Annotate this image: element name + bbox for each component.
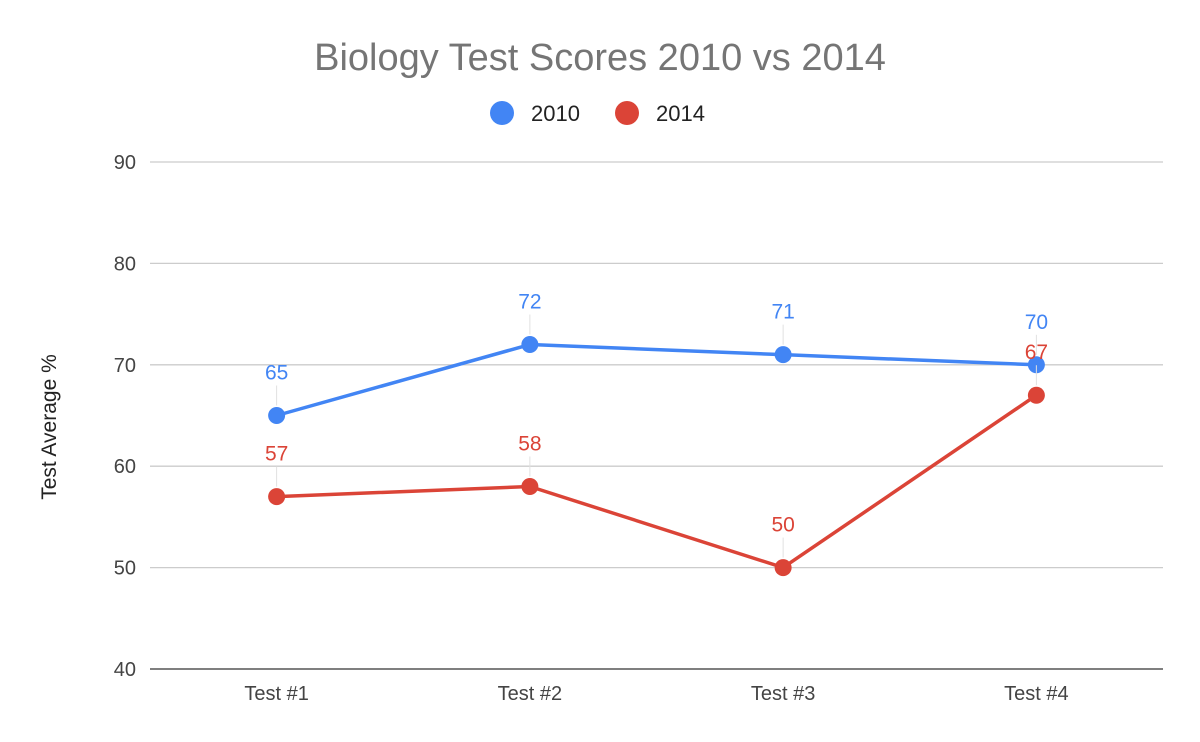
data-label-2014: 67: [1025, 341, 1048, 364]
y-tick-label: 40: [114, 659, 136, 681]
data-point-2010[interactable]: [1027, 356, 1045, 374]
data-label-2010: 71: [771, 301, 794, 324]
y-tick-label: 90: [114, 152, 136, 174]
chart-title: Biology Test Scores 2010 vs 2014: [314, 37, 886, 79]
series-line-2010: [274, 342, 1039, 418]
data-label-2014: 50: [771, 514, 794, 537]
legend-label-2014: 2014: [656, 101, 705, 126]
data-point-2014[interactable]: [521, 477, 539, 495]
x-axis-ticks: Test #1 Test #2 Test #3 Test #4: [244, 683, 1068, 705]
legend: 2010 2014: [490, 101, 705, 126]
y-axis-label: Test Average %: [38, 354, 61, 500]
legend-item-2014[interactable]: 2014: [615, 101, 705, 126]
series: 65 72 71 70 57 58 50 67: [265, 291, 1048, 577]
series-2010: 65 72 71 70: [265, 291, 1048, 424]
data-point-2010[interactable]: [521, 336, 539, 354]
legend-label-2010: 2010: [531, 101, 580, 126]
x-tick-label: Test #1: [244, 683, 308, 705]
data-label-2010: 72: [518, 291, 541, 314]
y-tick-label: 80: [114, 253, 136, 275]
x-tick-label: Test #2: [498, 683, 562, 705]
y-axis-ticks: 40 50 60 70 80 90: [114, 152, 136, 681]
legend-item-2010[interactable]: 2010: [490, 101, 580, 126]
y-tick-label: 50: [114, 558, 136, 580]
data-point-2010[interactable]: [774, 346, 792, 364]
series-line-2014: [274, 393, 1039, 570]
legend-marker-2010: [490, 101, 514, 125]
data-label-2014: 57: [265, 443, 288, 466]
data-label-2010: 65: [265, 362, 288, 385]
y-tick-label: 70: [114, 355, 136, 377]
data-point-2014[interactable]: [1027, 386, 1045, 404]
data-label-2014: 58: [518, 432, 541, 455]
data-label-2010: 70: [1025, 311, 1048, 334]
data-point-2014[interactable]: [268, 488, 286, 506]
y-tick-label: 60: [114, 456, 136, 478]
data-point-2014[interactable]: [774, 559, 792, 577]
data-point-2010[interactable]: [268, 407, 286, 424]
legend-marker-2014: [615, 101, 639, 125]
gridlines: [150, 161, 1163, 670]
x-tick-label: Test #4: [1004, 683, 1068, 705]
series-2014: 57 58 50 67: [265, 341, 1048, 577]
x-tick-label: Test #3: [751, 683, 815, 705]
